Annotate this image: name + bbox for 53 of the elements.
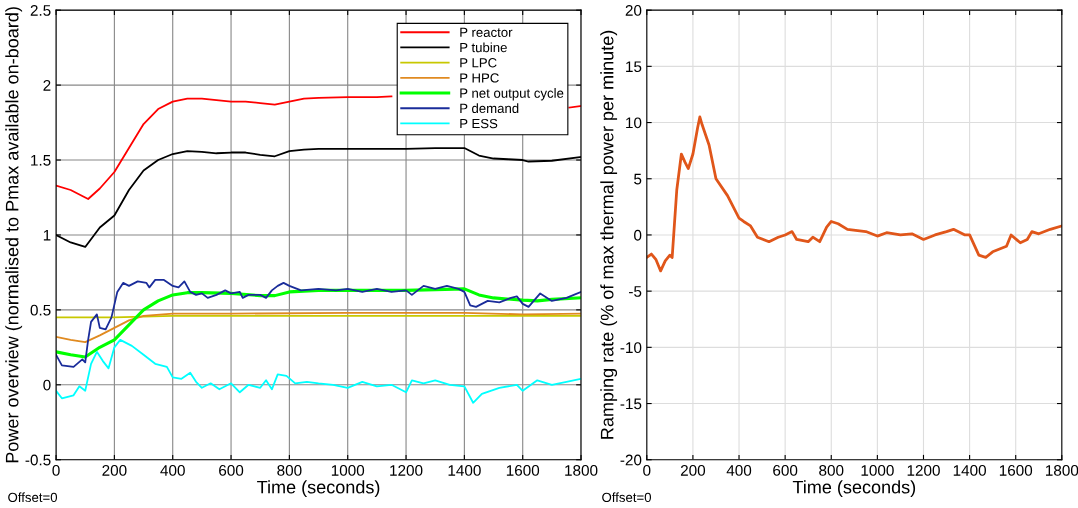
x-axis-title: Time (seconds) (792, 480, 916, 498)
y-tick-label: 0.5 (30, 304, 51, 316)
y-axis-title: Power overview (normalised to Pmax available on-board) (5, 7, 23, 463)
line-series (56, 311, 582, 344)
legend-label: P LPC (460, 58, 497, 68)
text: Offset=0 (602, 492, 652, 503)
y-tick-label: 15 (626, 61, 642, 73)
y-tick-label: 10 (626, 117, 642, 129)
y-tick-label: 2 (43, 79, 51, 91)
x-tick-label: 1200 (390, 465, 423, 476)
y-tick-label: 2.5 (30, 5, 51, 16)
x-tick-label: 1800 (565, 465, 598, 476)
y-tick-label: 5 (634, 173, 642, 185)
legend-label: P net output cycle (460, 88, 564, 101)
legend-label: P HPC (460, 73, 499, 83)
y-tick-label: 1.5 (31, 155, 51, 166)
x-axis-title: Time (seconds) (257, 480, 380, 498)
x-tick-label: 800 (819, 465, 844, 476)
text: Offset=0 (8, 492, 58, 503)
y-tick-label: 0 (43, 379, 51, 391)
x-tick-label: 1400 (953, 465, 986, 476)
y-tick-label: 0 (634, 229, 642, 241)
x-tick-label: 0 (643, 465, 651, 476)
x-tick-label: 800 (277, 465, 302, 476)
y-tick-label: 1 (43, 229, 51, 241)
x-tick-label: 400 (160, 465, 185, 476)
legend-label: P reactor (460, 27, 513, 37)
line-series (56, 279, 582, 368)
line-series (56, 338, 582, 404)
x-tick-label: 1800 (1046, 465, 1078, 476)
x-tick-label: 1600 (506, 465, 540, 476)
legend-label: P tubine (460, 42, 507, 53)
y-tick-label: -0.5 (25, 454, 51, 466)
x-tick-label: 600 (219, 465, 244, 476)
x-tick-label: 600 (773, 465, 798, 476)
y-axis-title: Ramping rate (% of max thermal power per minute) (600, 30, 618, 439)
y-tick-label: 20 (625, 5, 642, 16)
x-tick-label: 1400 (448, 465, 481, 476)
line-series (646, 115, 1062, 273)
x-tick-label: 1200 (907, 465, 940, 476)
x-tick-label: 200 (680, 465, 706, 476)
y-tick-label: -10 (620, 342, 642, 354)
y-tick-label: -20 (620, 454, 642, 466)
x-tick-label: 400 (726, 465, 752, 476)
x-tick-label: 0 (52, 465, 60, 476)
x-tick-label: 200 (102, 465, 127, 476)
y-tick-label: -5 (629, 286, 642, 297)
x-tick-label: 1000 (861, 465, 894, 476)
y-tick-label: -15 (620, 398, 642, 410)
x-tick-label: 1000 (331, 465, 365, 476)
legend-label: P ESS (460, 118, 498, 129)
x-tick-label: 1600 (999, 465, 1033, 476)
legend-label: P demand (460, 103, 519, 114)
